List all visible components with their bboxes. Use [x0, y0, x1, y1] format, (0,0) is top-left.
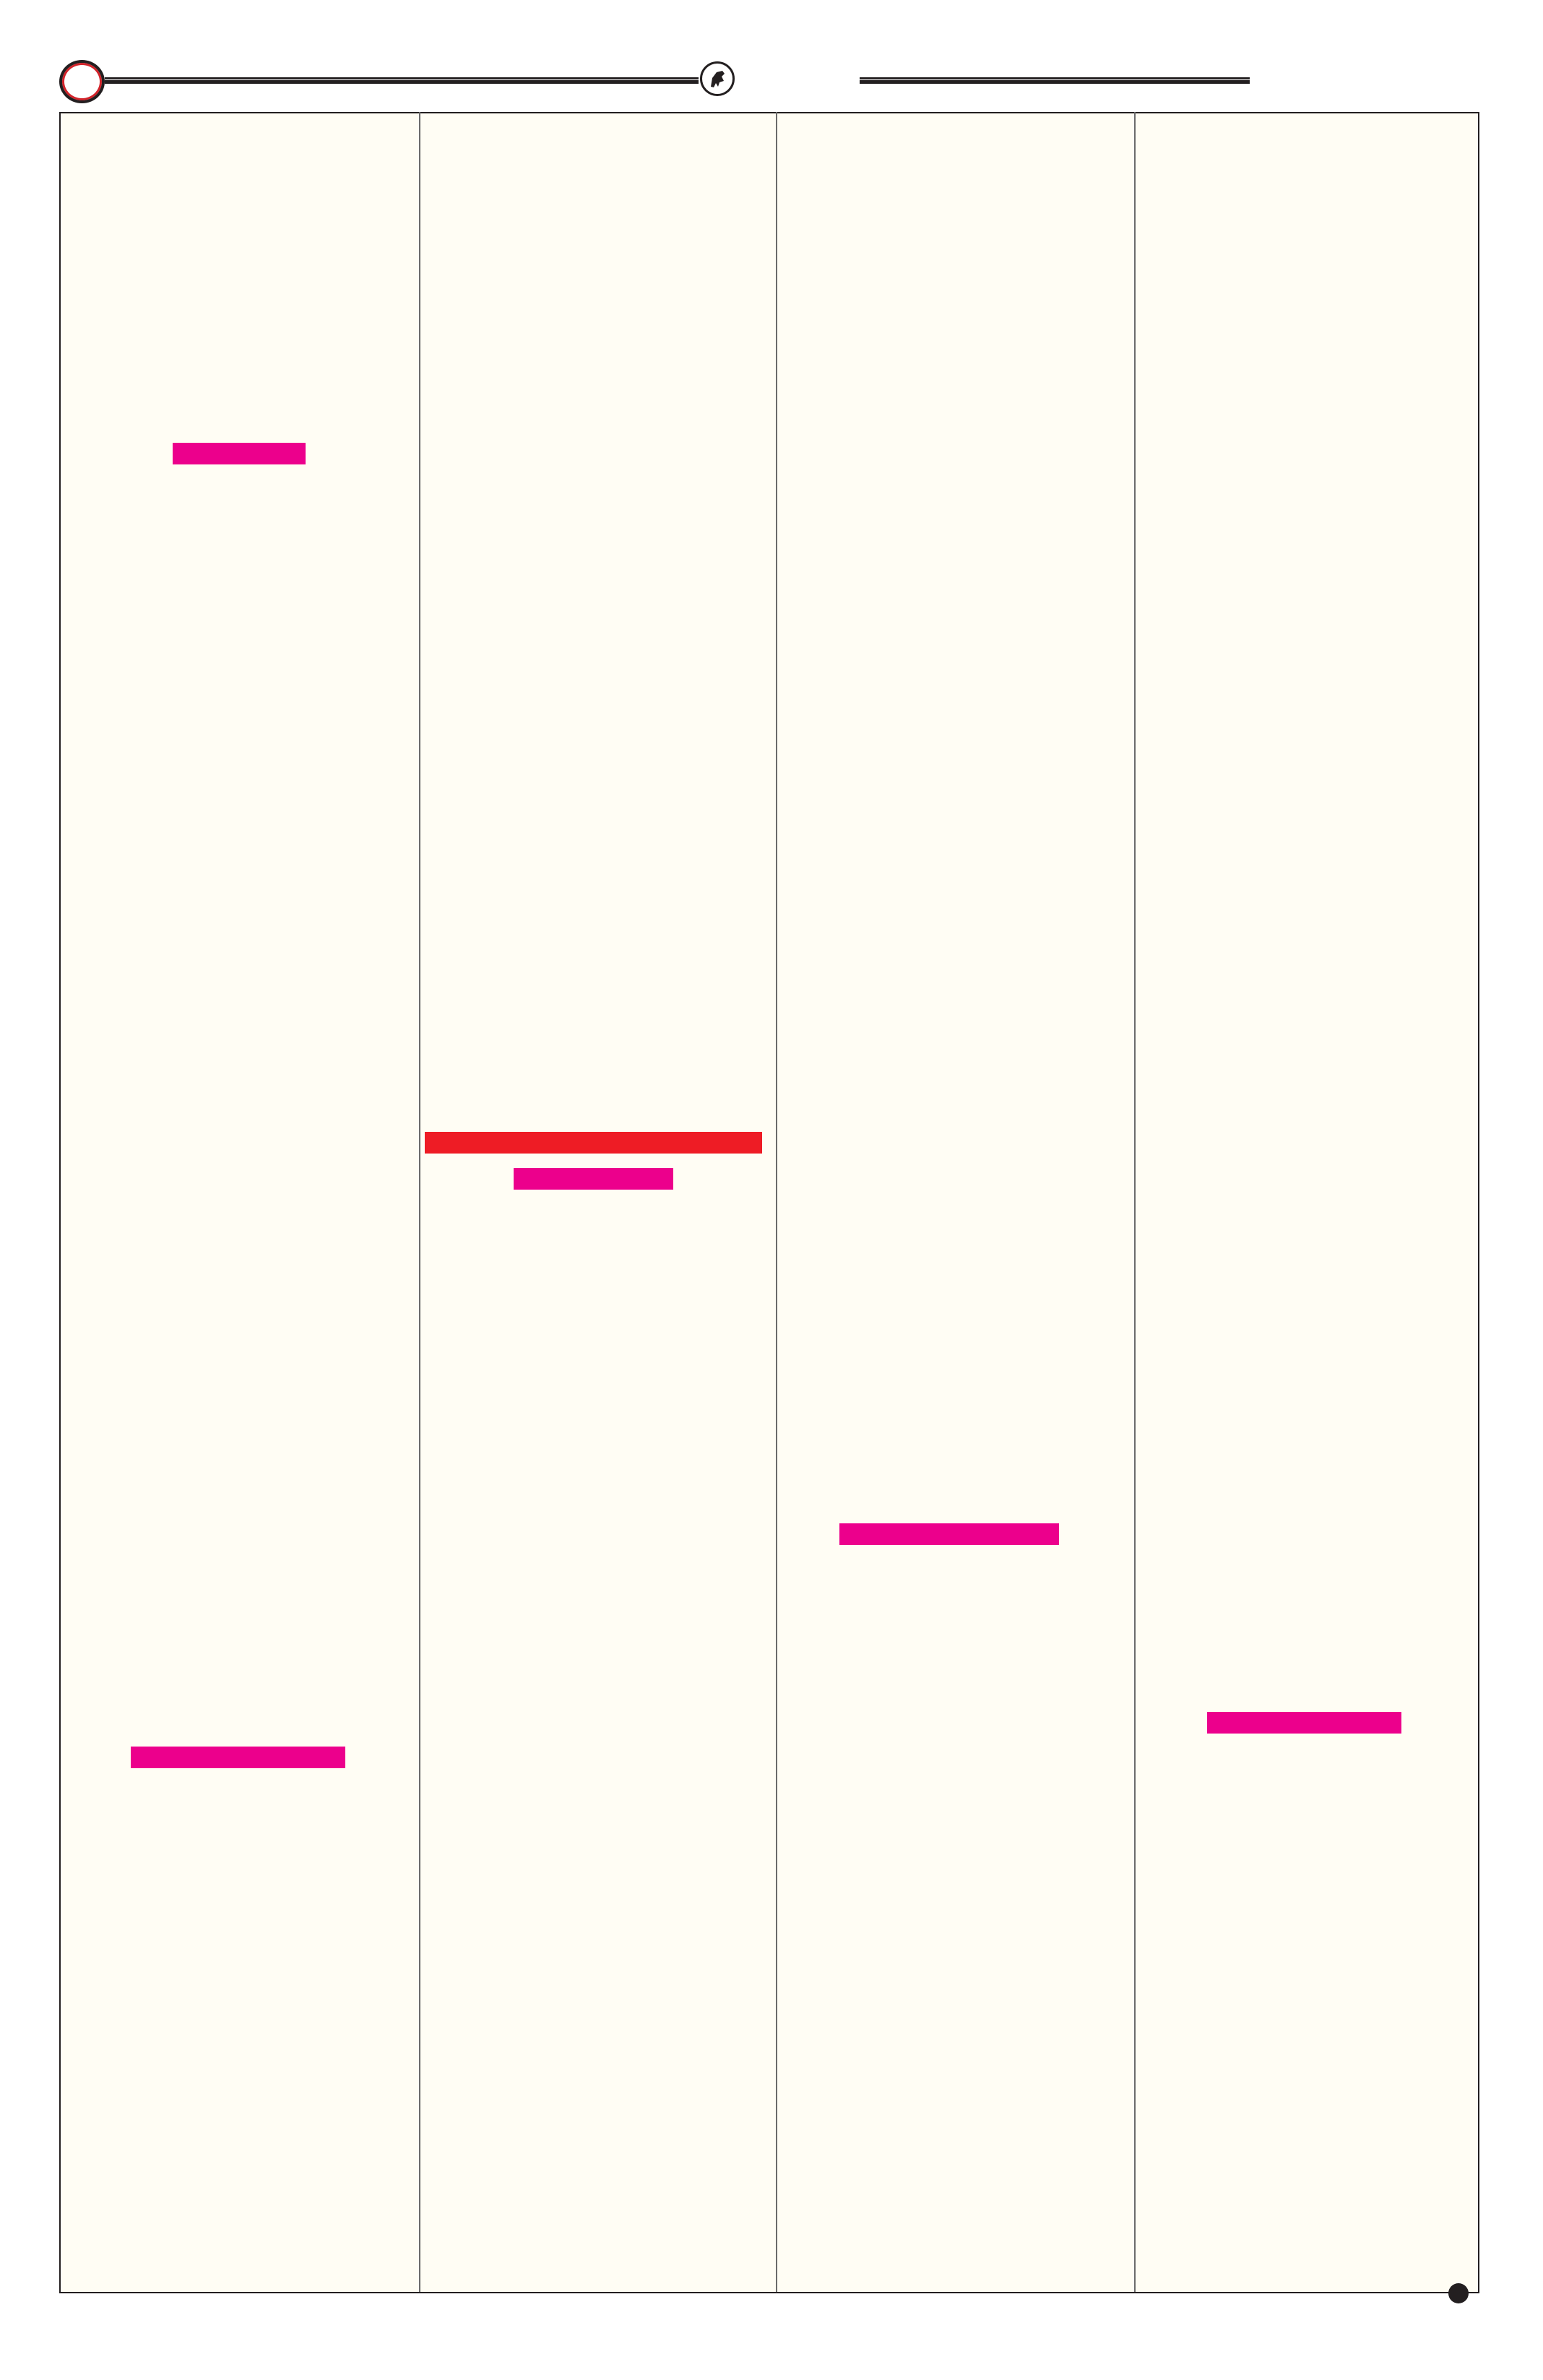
redaction-bar — [514, 1168, 673, 1190]
bullet-dot-icon — [1448, 2283, 1469, 2303]
red-ring-icon — [59, 60, 105, 103]
page-frame — [59, 112, 1479, 2293]
redaction-bar — [173, 443, 306, 464]
redaction-bar — [131, 1747, 345, 1768]
header-rule-right — [860, 77, 1250, 84]
redaction-bar — [425, 1132, 762, 1154]
column-divider — [1134, 112, 1136, 2292]
column-divider — [419, 112, 420, 2292]
emblem-seal-icon — [700, 61, 735, 96]
redaction-bar — [839, 1523, 1059, 1545]
header-rule-left — [105, 77, 699, 84]
column-divider — [776, 112, 777, 2292]
redaction-bar — [1207, 1712, 1401, 1734]
